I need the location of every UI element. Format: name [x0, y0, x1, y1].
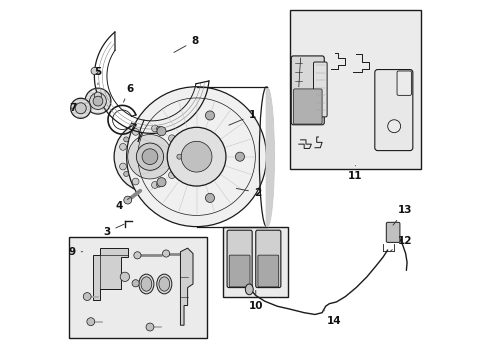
Circle shape	[134, 252, 141, 259]
Circle shape	[71, 98, 91, 118]
Polygon shape	[180, 248, 193, 325]
Circle shape	[120, 163, 126, 170]
Circle shape	[151, 125, 158, 132]
FancyBboxPatch shape	[397, 71, 412, 95]
Circle shape	[156, 182, 162, 187]
FancyBboxPatch shape	[314, 62, 327, 117]
Circle shape	[120, 272, 129, 282]
Circle shape	[94, 92, 101, 99]
Circle shape	[90, 93, 106, 109]
FancyBboxPatch shape	[229, 255, 250, 287]
Circle shape	[388, 120, 401, 133]
Ellipse shape	[245, 284, 253, 295]
FancyBboxPatch shape	[256, 230, 281, 288]
Text: 3: 3	[103, 224, 124, 237]
Text: 12: 12	[391, 236, 412, 251]
FancyBboxPatch shape	[227, 230, 252, 288]
Circle shape	[124, 196, 132, 204]
Text: 7: 7	[69, 103, 76, 113]
Circle shape	[157, 127, 166, 136]
Ellipse shape	[159, 277, 170, 291]
Text: 14: 14	[323, 310, 341, 325]
Text: 8: 8	[174, 36, 198, 53]
Circle shape	[126, 87, 267, 226]
Text: 10: 10	[248, 291, 263, 311]
Text: 2: 2	[236, 188, 261, 198]
Circle shape	[136, 143, 164, 170]
Circle shape	[75, 103, 86, 114]
Circle shape	[132, 280, 139, 287]
Circle shape	[151, 181, 158, 188]
Circle shape	[132, 129, 139, 135]
Bar	[290, 10, 421, 169]
Circle shape	[235, 152, 245, 161]
Circle shape	[132, 178, 139, 185]
Text: 11: 11	[348, 166, 363, 181]
Circle shape	[169, 172, 175, 179]
Circle shape	[163, 250, 170, 257]
Circle shape	[156, 126, 162, 131]
Circle shape	[146, 323, 154, 331]
FancyBboxPatch shape	[258, 255, 279, 287]
Circle shape	[181, 141, 212, 172]
Circle shape	[142, 149, 158, 165]
Text: 5: 5	[95, 67, 101, 85]
Circle shape	[85, 88, 111, 114]
Text: 1: 1	[229, 111, 256, 125]
Bar	[223, 226, 288, 297]
Ellipse shape	[141, 277, 152, 291]
Circle shape	[157, 177, 166, 187]
Ellipse shape	[157, 274, 172, 294]
Ellipse shape	[139, 274, 154, 294]
Circle shape	[123, 171, 129, 176]
Circle shape	[205, 193, 215, 202]
Text: 6: 6	[123, 84, 133, 102]
Circle shape	[169, 135, 175, 141]
Circle shape	[177, 154, 182, 159]
FancyBboxPatch shape	[294, 89, 322, 124]
Circle shape	[205, 111, 215, 120]
Text: 13: 13	[393, 206, 412, 225]
Circle shape	[123, 137, 129, 142]
Circle shape	[175, 153, 182, 160]
Circle shape	[114, 121, 186, 193]
FancyBboxPatch shape	[291, 56, 324, 125]
FancyBboxPatch shape	[386, 222, 400, 242]
Circle shape	[87, 318, 95, 325]
Circle shape	[128, 134, 172, 179]
Text: 4: 4	[115, 198, 130, 211]
FancyBboxPatch shape	[375, 69, 413, 150]
Circle shape	[167, 127, 226, 186]
Circle shape	[93, 96, 103, 106]
Bar	[69, 237, 207, 338]
Text: 9: 9	[69, 247, 83, 257]
Circle shape	[120, 144, 126, 150]
Circle shape	[91, 67, 98, 75]
Circle shape	[83, 293, 91, 301]
Polygon shape	[93, 248, 128, 300]
